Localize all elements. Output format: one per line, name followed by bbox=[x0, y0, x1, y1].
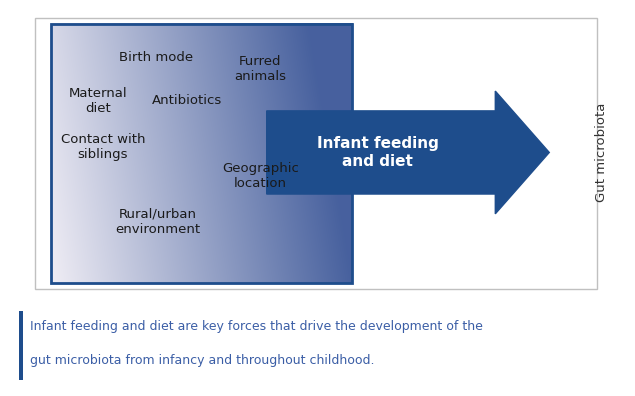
Text: gut microbiota from infancy and throughout childhood.: gut microbiota from infancy and througho… bbox=[30, 354, 375, 367]
Text: Gut microbiota: Gut microbiota bbox=[596, 103, 608, 202]
Text: Furred
animals: Furred animals bbox=[234, 55, 286, 83]
Text: Infant feeding and diet are key forces that drive the development of the: Infant feeding and diet are key forces t… bbox=[30, 320, 483, 333]
Text: Rural/urban
environment: Rural/urban environment bbox=[115, 208, 200, 236]
Text: Contact with
siblings: Contact with siblings bbox=[60, 133, 145, 160]
Text: Infant feeding
and diet: Infant feeding and diet bbox=[317, 136, 439, 169]
Text: Maternal
diet: Maternal diet bbox=[69, 87, 128, 115]
Bar bbox=[35, 18, 597, 289]
Text: Antibiotics: Antibiotics bbox=[152, 95, 222, 107]
Polygon shape bbox=[267, 91, 549, 214]
Text: Geographic
location: Geographic location bbox=[222, 162, 299, 190]
Bar bbox=[19, 311, 23, 380]
Bar bbox=[51, 24, 352, 283]
Text: Birth mode: Birth mode bbox=[119, 51, 192, 64]
